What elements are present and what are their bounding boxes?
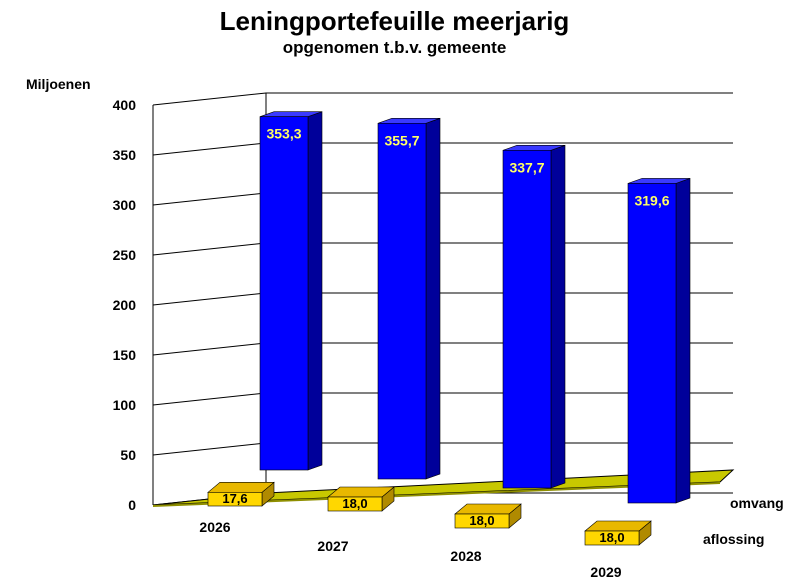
y-tick-label: 150 bbox=[113, 347, 137, 363]
aflossing-bar bbox=[327, 496, 383, 512]
x-tick-label: 2026 bbox=[199, 519, 230, 535]
omvang-bars bbox=[259, 111, 691, 504]
omvang-bar bbox=[377, 123, 427, 480]
y-tick-label: 100 bbox=[113, 397, 137, 413]
aflossing-bar bbox=[584, 530, 640, 546]
y-tick-label: 350 bbox=[113, 147, 137, 163]
y-tick-label: 200 bbox=[113, 297, 137, 313]
omvang-data-label: 319,6 bbox=[634, 192, 669, 208]
omvang-bar bbox=[259, 116, 309, 471]
omvang-bar-side bbox=[425, 117, 441, 480]
aflossing-bar bbox=[207, 492, 263, 507]
y-tick-label: 0 bbox=[128, 497, 136, 513]
y-tick-label: 250 bbox=[113, 247, 137, 263]
aflossing-data-label: 18,0 bbox=[342, 496, 367, 511]
omvang-bar bbox=[502, 150, 552, 489]
gridline bbox=[152, 92, 733, 106]
gridline bbox=[152, 142, 733, 156]
omvang-bar-side bbox=[550, 144, 566, 489]
aflossing-data-label: 18,0 bbox=[599, 530, 624, 545]
omvang-data-label: 353,3 bbox=[266, 126, 301, 142]
omvang-bar bbox=[627, 183, 677, 504]
x-tick-label: 2029 bbox=[590, 564, 621, 580]
y-tick-label: 400 bbox=[113, 97, 137, 113]
aflossing-bars bbox=[207, 481, 652, 546]
chart-title: Leningportefeuille meerjarig bbox=[219, 6, 570, 36]
omvang-data-label: 355,7 bbox=[384, 132, 419, 148]
y-tick-label: 300 bbox=[113, 197, 137, 213]
y-axis-unit-label: Miljoenen bbox=[26, 76, 91, 92]
x-tick-label: 2028 bbox=[450, 548, 481, 564]
omvang-bar-side bbox=[675, 177, 691, 504]
aflossing-data-label: 18,0 bbox=[469, 513, 494, 528]
floor-front-edge bbox=[153, 482, 720, 507]
x-tick-label: 2027 bbox=[317, 538, 348, 554]
series-label-aflossing: aflossing bbox=[703, 531, 764, 547]
aflossing-bar bbox=[454, 513, 510, 529]
aflossing-data-label: 17,6 bbox=[222, 491, 247, 506]
label-layer: 353,3 355,7 337,7 319,6 17,6 18,0 18,0 18,0 2026… bbox=[199, 126, 783, 580]
chart-subtitle: opgenomen t.b.v. gemeente bbox=[282, 38, 507, 57]
omvang-data-label: 337,7 bbox=[509, 159, 544, 175]
omvang-bar-side bbox=[307, 111, 323, 471]
y-tick-label: 50 bbox=[120, 447, 136, 463]
series-label-omvang: omvang bbox=[730, 495, 784, 511]
